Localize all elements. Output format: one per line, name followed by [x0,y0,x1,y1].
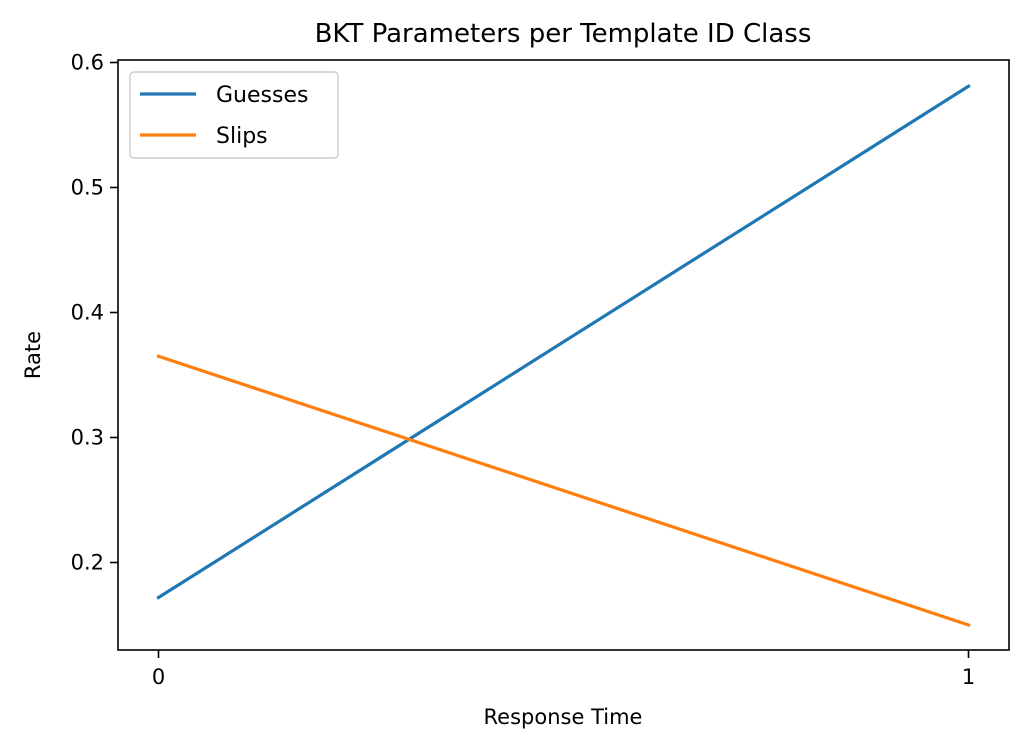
y-tick-label: 0.3 [71,426,104,450]
y-tick-label: 0.6 [71,51,104,75]
x-axis-label: Response Time [484,705,643,729]
series-line-guesses [156,84,971,600]
y-tick-label: 0.4 [71,301,104,325]
y-axis: 0.2 0.3 0.4 0.5 0.6 [71,51,118,575]
y-axis-label: Rate [21,331,45,379]
legend-entries: Guesses Slips [140,83,308,149]
legend: Guesses Slips [129,71,339,159]
legend-label-slips: Slips [216,124,268,149]
series-line-slips [156,354,971,628]
x-tick-label: 1 [962,665,975,689]
chart-title: BKT Parameters per Template ID Class [315,19,812,49]
plot-frame [117,59,1010,651]
legend-label-guesses: Guesses [216,83,308,108]
x-tick-label: 0 [152,665,165,689]
y-tick-label: 0.5 [71,176,104,200]
y-tick-label: 0.2 [71,551,104,575]
series-layer [156,84,971,628]
